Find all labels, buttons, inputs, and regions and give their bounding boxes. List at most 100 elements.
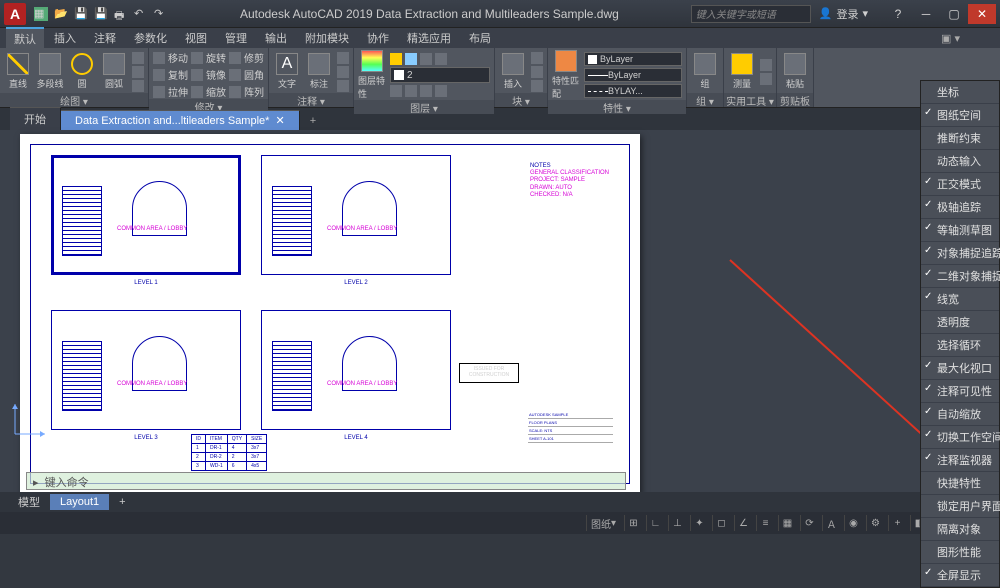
doc-tab-start[interactable]: 开始 [10, 107, 61, 130]
status-snap-icon[interactable]: ∟ [646, 515, 664, 531]
tab-manage[interactable]: 管理 [217, 28, 255, 48]
help-search-input[interactable]: 键入关键字或短语 [691, 5, 811, 23]
status-ws-icon[interactable]: ⚙ [866, 515, 884, 531]
status-grid-icon[interactable]: ⊞ [624, 515, 642, 531]
hatch-icon[interactable] [132, 66, 144, 78]
layer-c-icon[interactable] [420, 85, 432, 97]
trim-icon[interactable] [229, 52, 241, 64]
status-otrack-icon[interactable]: ∠ [734, 515, 752, 531]
sel-icon[interactable] [760, 73, 772, 85]
layout-tab-add[interactable]: + [109, 494, 135, 510]
ctx-item[interactable]: 正交模式 [921, 173, 999, 196]
paste-button[interactable]: 粘贴 [781, 53, 809, 90]
ctx-item[interactable]: 图形性能 [921, 541, 999, 564]
user-menu[interactable]: 👤 登录 ▾ [819, 6, 868, 22]
linetype-selector[interactable]: BYLAY... [584, 84, 682, 98]
save-icon[interactable]: 💾 [74, 7, 88, 21]
ctx-item[interactable]: 二维对象捕捉 [921, 265, 999, 288]
status-lw-icon[interactable]: ≡ [756, 515, 774, 531]
tab-insert[interactable]: 插入 [46, 28, 84, 48]
panel-annot-label[interactable]: 注释 ▾ [269, 93, 353, 107]
ctx-item[interactable]: 切换工作空间 [921, 426, 999, 449]
status-mon-icon[interactable]: + [888, 515, 906, 531]
calc-icon[interactable] [760, 59, 772, 71]
ctx-item[interactable]: 全屏显示 [921, 564, 999, 587]
app-logo[interactable]: A [4, 3, 26, 25]
trim-label[interactable]: 修剪 [244, 50, 264, 65]
rotate-icon[interactable] [191, 52, 203, 64]
layer-lock-icon[interactable] [420, 53, 432, 65]
open-icon[interactable]: 📂 [54, 7, 68, 21]
leader-icon[interactable] [337, 52, 349, 64]
measure-button[interactable]: 测量 [728, 53, 756, 90]
ctx-item[interactable]: 透明度 [921, 311, 999, 334]
drawing-canvas[interactable]: COMMON AREA / LOBBY LEVEL 1 COMMON AREA … [0, 130, 1000, 492]
scale-icon[interactable] [191, 86, 203, 98]
tab-featured[interactable]: 精选应用 [399, 28, 459, 48]
layer-selector[interactable]: 2 [390, 67, 490, 83]
undo-icon[interactable]: ↶ [134, 7, 148, 21]
fillet-label[interactable]: 圆角 [244, 67, 264, 82]
color-selector[interactable]: ByLayer [584, 52, 682, 66]
array-label[interactable]: 阵列 [244, 84, 264, 99]
scale-label[interactable]: 缩放 [206, 84, 226, 99]
layerprop-button[interactable]: 图层特性 [358, 50, 386, 100]
layout-tab-1[interactable]: Layout1 [50, 494, 109, 510]
create-block-icon[interactable] [531, 52, 543, 64]
panel-block-label[interactable]: 块 ▾ [495, 93, 547, 107]
status-ortho-icon[interactable]: ⊥ [668, 515, 686, 531]
lineweight-selector[interactable]: ByLayer [584, 68, 682, 82]
tab-layout[interactable]: 布局 [461, 28, 499, 48]
status-vis-icon[interactable]: ◉ [844, 515, 862, 531]
ellipse-icon[interactable] [132, 80, 144, 92]
move-label[interactable]: 移动 [168, 50, 188, 65]
ctx-item[interactable]: 推断约束 [921, 127, 999, 150]
redo-icon[interactable]: ↷ [154, 7, 168, 21]
tab-addins[interactable]: 附加模块 [297, 28, 357, 48]
layout-tab-model[interactable]: 模型 [8, 492, 50, 512]
stretch-icon[interactable] [153, 86, 165, 98]
tab-output[interactable]: 输出 [257, 28, 295, 48]
cloud-icon[interactable] [337, 80, 349, 92]
ctx-item[interactable]: 隔离对象 [921, 518, 999, 541]
panel-layers-label[interactable]: 图层 ▾ [354, 100, 494, 114]
group-button[interactable]: 组 [691, 53, 719, 90]
tab-parametric[interactable]: 参数化 [126, 28, 175, 48]
layer-plot-icon[interactable] [435, 53, 447, 65]
ctx-item[interactable]: 注释可见性 [921, 380, 999, 403]
mirror-label[interactable]: 镜像 [206, 67, 226, 82]
layer-sun-icon[interactable] [390, 53, 402, 65]
dim-button[interactable]: 标注 [305, 53, 333, 90]
tab-collab[interactable]: 协作 [359, 28, 397, 48]
line-button[interactable]: 直线 [4, 53, 32, 90]
panel-collapse-icon[interactable]: ▣ ▾ [941, 32, 960, 45]
ctx-item[interactable]: 快捷特性 [921, 472, 999, 495]
tab-view[interactable]: 视图 [177, 28, 215, 48]
rect-icon[interactable] [132, 52, 144, 64]
ctx-item[interactable]: 对象捕捉追踪 [921, 242, 999, 265]
status-cycle-icon[interactable]: ⟳ [800, 515, 818, 531]
layer-d-icon[interactable] [435, 85, 447, 97]
plot-icon[interactable]: 🖶 [114, 7, 128, 21]
ctx-item[interactable]: 选择循环 [921, 334, 999, 357]
ctx-item[interactable]: 注释监视器 [921, 449, 999, 472]
status-trans-icon[interactable]: ▦ [778, 515, 796, 531]
new-icon[interactable]: ▦ [34, 7, 48, 21]
doc-tab-file[interactable]: Data Extraction and...ltileaders Sample*… [61, 110, 300, 130]
copy-label[interactable]: 复制 [168, 67, 188, 82]
minimize-button[interactable]: ─ [912, 4, 940, 24]
ctx-item[interactable]: 等轴测草图 [921, 219, 999, 242]
ctx-item[interactable]: 自动缩放 [921, 403, 999, 426]
ctx-item[interactable]: 动态输入 [921, 150, 999, 173]
arc-button[interactable]: 圆弧 [100, 53, 128, 90]
doc-tab-add[interactable]: + [300, 112, 326, 130]
command-line-input[interactable]: ▸ 键入命令 [26, 472, 626, 490]
ctx-item[interactable]: 图纸空间 [921, 104, 999, 127]
ctx-item[interactable]: 最大化视口 [921, 357, 999, 380]
maximize-button[interactable]: ▢ [940, 4, 968, 24]
table-icon[interactable] [337, 66, 349, 78]
layer-b-icon[interactable] [405, 85, 417, 97]
ctx-item[interactable]: 锁定用户界面 [921, 495, 999, 518]
edit-block-icon[interactable] [531, 66, 543, 78]
move-icon[interactable] [153, 52, 165, 64]
